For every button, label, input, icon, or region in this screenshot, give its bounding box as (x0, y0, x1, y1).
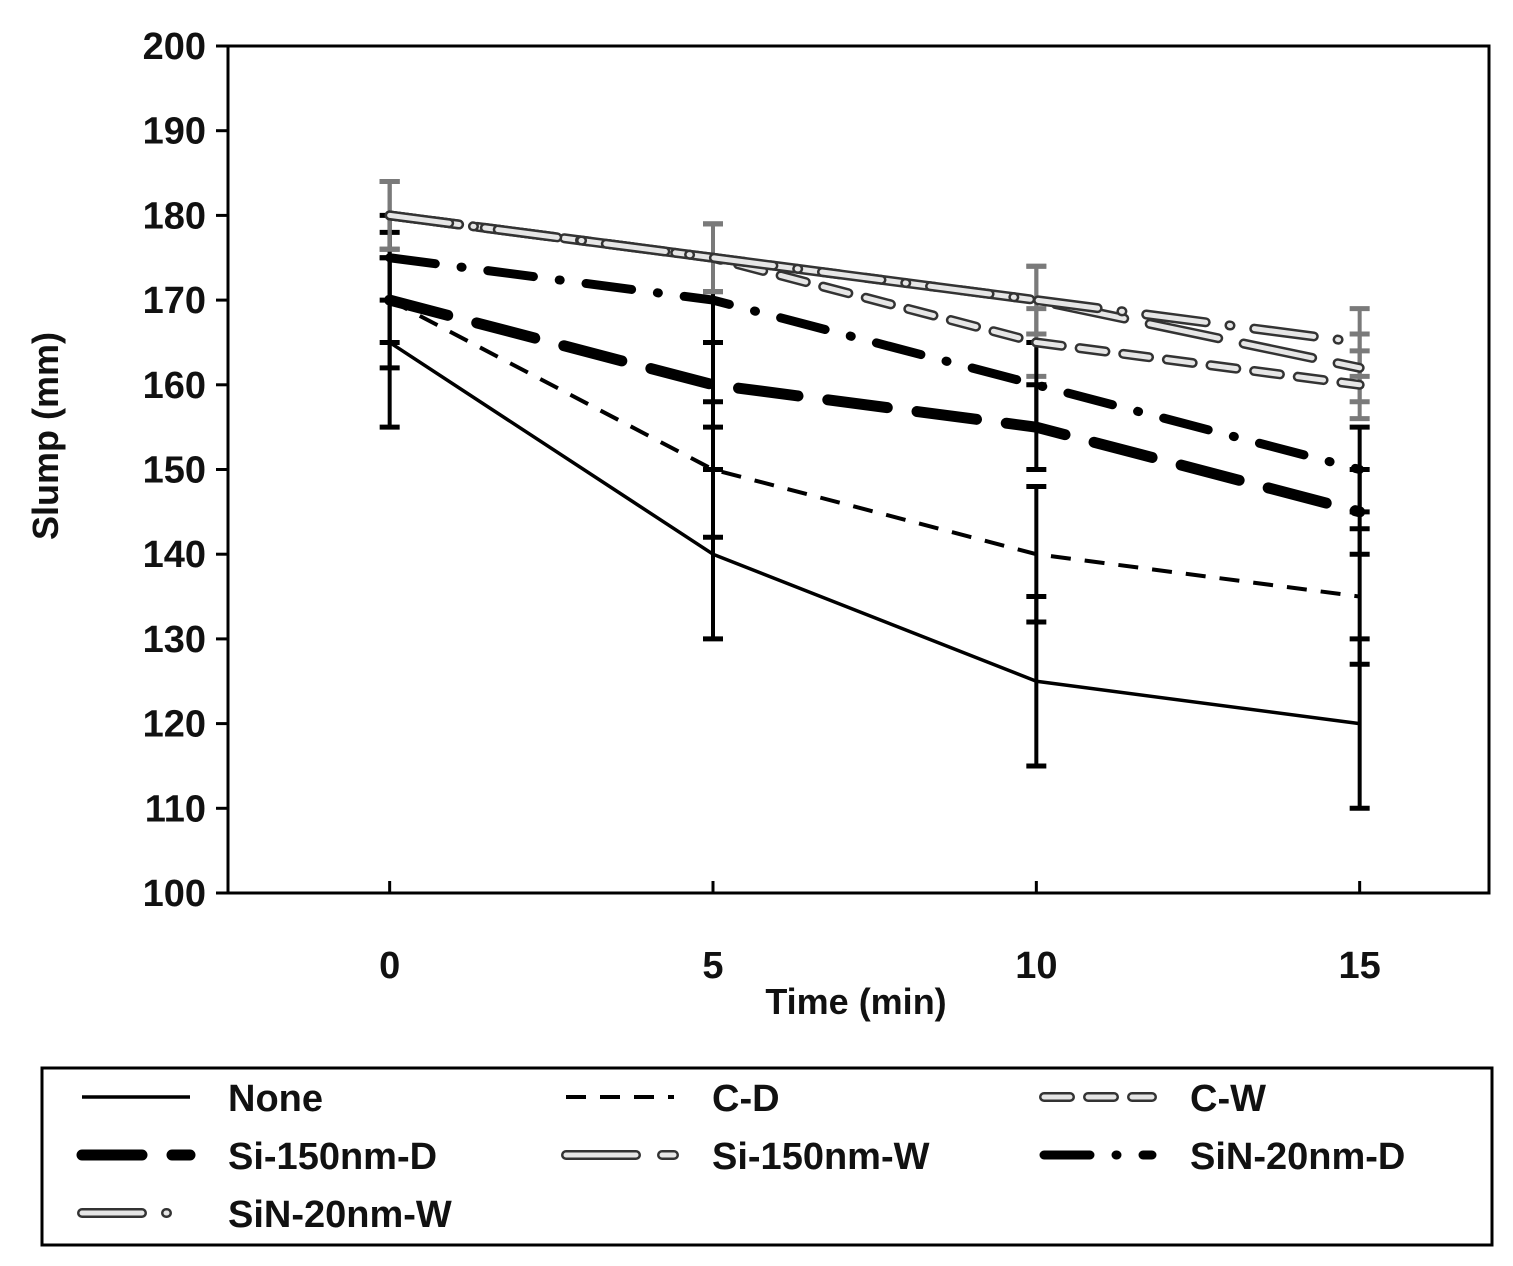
plot-area-frame (226, 44, 1491, 895)
legend: None C-D C-W Si-150nm-D Si-150nm-W SiN-20nm-D… (76, 1078, 1405, 1236)
legend-item-sin-20nm-w: SiN-20nm-W (77, 1194, 452, 1236)
legend-label: Si-150nm-W (712, 1136, 930, 1178)
legend-item-c-d: C-D (566, 1078, 780, 1120)
y-tick-label: 200 (143, 26, 206, 68)
x-axis-title: Time (min) (765, 981, 946, 1022)
series-line-c-w (384, 210, 1365, 390)
y-tick-label: 180 (143, 195, 206, 237)
series-line-si-150nm-d (384, 294, 1366, 518)
y-tick-label: 170 (143, 280, 206, 322)
series-line-c-d (388, 298, 1360, 599)
x-tick-label: 15 (1339, 945, 1381, 987)
y-axis-title: Slump (mm) (25, 332, 66, 540)
series-line-sin-20nm-w (384, 210, 1365, 348)
y-tick-label: 190 (143, 111, 206, 153)
series-line-none (388, 340, 1360, 726)
legend-label: SiN-20nm-W (228, 1194, 452, 1236)
y-tick-label: 110 (145, 788, 206, 830)
legend-frame (40, 1066, 1494, 1247)
x-tick-label: 5 (702, 945, 723, 987)
legend-label: C-W (1190, 1078, 1266, 1120)
legend-item-c-w: C-W (1039, 1078, 1266, 1120)
series-lines (384, 210, 1366, 726)
y-tick-label: 150 (143, 450, 206, 492)
legend-item-si-150nm-w: Si-150nm-W (561, 1136, 930, 1178)
y-tick-label: 120 (143, 704, 206, 746)
x-axis-ticks: 0 5 10 15 (379, 881, 1381, 987)
y-tick-label: 130 (143, 619, 206, 661)
series-line-sin-20nm-d (385, 253, 1365, 474)
y-tick-label: 140 (143, 534, 206, 576)
legend-item-none: None (82, 1078, 323, 1120)
y-tick-label: 100 (143, 873, 206, 915)
legend-label: None (228, 1078, 323, 1120)
legend-label: Si-150nm-D (228, 1136, 437, 1178)
y-axis-ticks: 100 110 120 130 140 150 160 170 180 190 200 (143, 26, 228, 915)
legend-item-si-150nm-d: Si-150nm-D (76, 1136, 437, 1178)
x-tick-label: 10 (1015, 945, 1057, 987)
legend-item-sin-20nm-d: SiN-20nm-D (1039, 1136, 1405, 1178)
x-tick-label: 0 (379, 945, 400, 987)
y-tick-label: 160 (143, 365, 206, 407)
legend-label: C-D (712, 1078, 780, 1120)
legend-label: SiN-20nm-D (1190, 1136, 1405, 1178)
